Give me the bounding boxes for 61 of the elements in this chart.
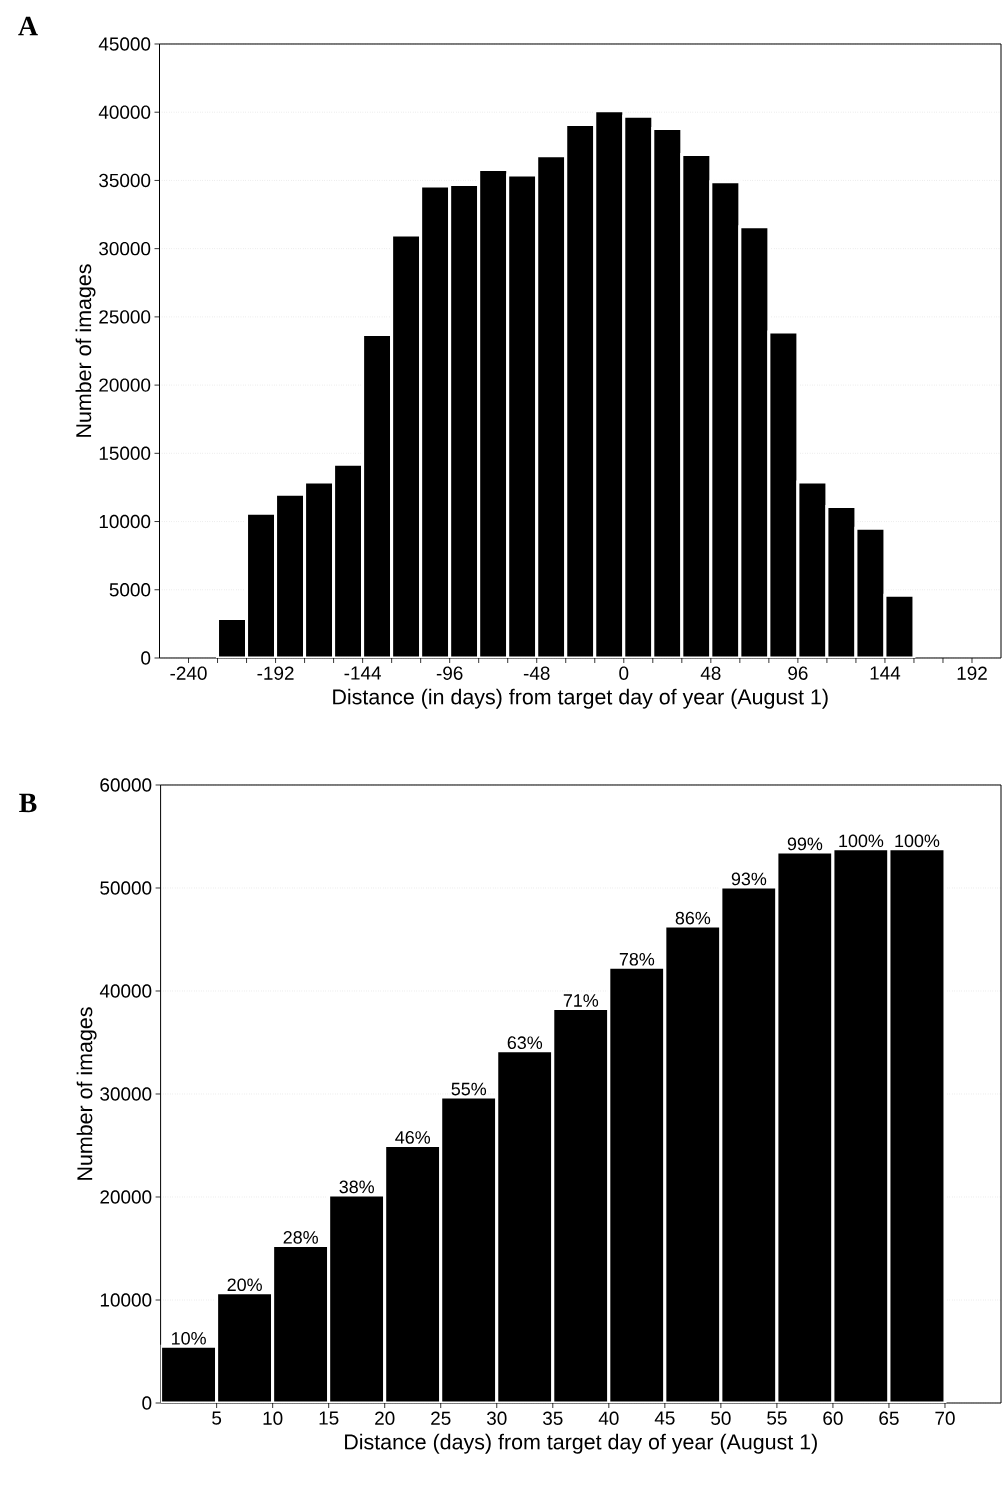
- annotation: 100%: [895, 834, 940, 848]
- annotation: 28%: [283, 1231, 318, 1244]
- x-tick-label: -48: [523, 666, 550, 680]
- y-tick-label: 35000: [99, 173, 151, 188]
- annotation: 55%: [451, 1082, 487, 1096]
- x-tick-label: -144: [344, 666, 381, 680]
- x-tick-label: 96: [788, 666, 808, 680]
- annotation: 20%: [227, 1278, 262, 1292]
- y-tick-label: 5000: [109, 583, 151, 597]
- annotation: 63%: [507, 1036, 543, 1050]
- x-axis-title: Distance (days) from target day of year (August 1): [345, 1433, 817, 1454]
- annotation: 10%: [172, 1331, 206, 1345]
- x-tick-label: 15: [319, 1411, 339, 1425]
- x-tick-label: 192: [957, 666, 987, 680]
- x-tick-label: 30: [486, 1411, 507, 1425]
- x-tick-label: 60: [823, 1411, 843, 1425]
- x-tick-label: -240: [170, 666, 207, 680]
- y-tick-label: 0: [142, 1396, 152, 1410]
- x-tick-label: 35: [542, 1411, 563, 1425]
- chart-title: B: [19, 793, 37, 813]
- annotation: 100%: [839, 834, 884, 848]
- y-tick-label: 30000: [100, 1087, 152, 1101]
- x-tick-label: -192: [257, 666, 294, 680]
- x-tick-label: 48: [700, 666, 721, 680]
- y-tick-label: 10000: [99, 514, 151, 529]
- annotation: 99%: [787, 837, 823, 851]
- y-axis-title: Number of images: [75, 264, 96, 437]
- y-tick-label: 20000: [99, 378, 151, 392]
- annotation: 93%: [731, 872, 767, 886]
- x-tick-label: 50: [711, 1411, 731, 1425]
- y-tick-label: 50000: [100, 881, 152, 895]
- x-tick-label: 55: [767, 1411, 787, 1425]
- annotation: 38%: [339, 1180, 374, 1194]
- x-tick-label: 10: [263, 1411, 283, 1425]
- y-tick-label: 15000: [99, 446, 151, 461]
- y-tick-label: 25000: [99, 310, 151, 324]
- x-tick-label: 144: [870, 666, 901, 680]
- annotation: 86%: [675, 911, 711, 925]
- x-tick-label: 70: [935, 1411, 955, 1425]
- y-tick-label: 40000: [99, 984, 152, 998]
- y-tick-label: 60000: [100, 778, 152, 792]
- x-tick-label: -96: [436, 666, 463, 680]
- y-tick-label: 20000: [100, 1190, 152, 1204]
- x-tick-label: 20: [375, 1411, 395, 1425]
- x-tick-label: 0: [619, 666, 629, 680]
- y-tick-label: 30000: [99, 241, 151, 256]
- y-tick-label: 40000: [98, 105, 151, 119]
- chart-title: A: [18, 16, 38, 36]
- y-tick-label: 0: [141, 651, 151, 665]
- annotation: 46%: [395, 1131, 431, 1144]
- y-axis-title: Number of images: [76, 1007, 97, 1180]
- x-tick-label: 5: [212, 1411, 222, 1425]
- x-tick-label: 25: [431, 1411, 451, 1425]
- x-axis-title: Distance (in days) from target day of year (August 1): [333, 688, 828, 709]
- x-tick-label: 45: [654, 1411, 675, 1425]
- x-tick-label: 65: [879, 1411, 899, 1425]
- y-tick-label: 10000: [100, 1293, 152, 1307]
- annotation: 71%: [563, 994, 599, 1007]
- y-tick-label: 45000: [98, 37, 151, 51]
- x-tick-label: 40: [598, 1411, 619, 1425]
- annotation: 78%: [619, 952, 655, 966]
